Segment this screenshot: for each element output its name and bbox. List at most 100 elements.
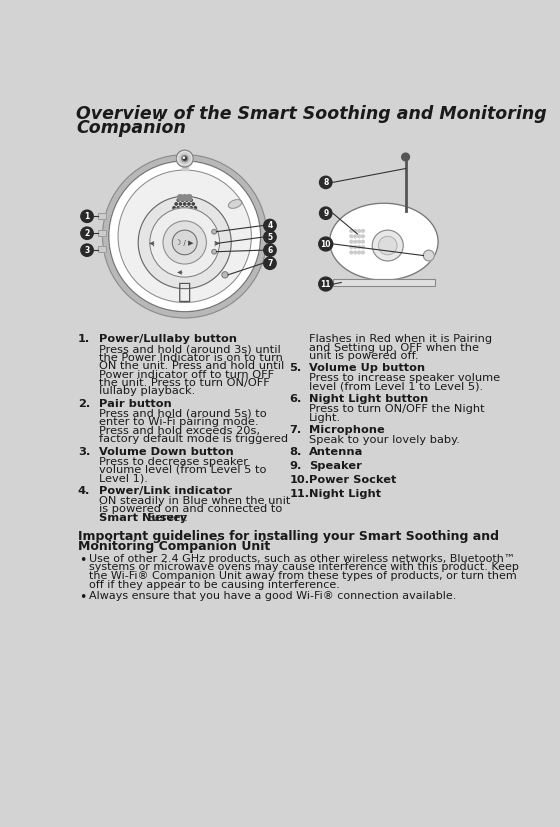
Text: Level 1).: Level 1). [100,474,148,484]
Text: Pair button: Pair button [100,399,172,409]
Circle shape [212,229,217,234]
Circle shape [102,155,267,318]
Circle shape [354,246,357,248]
Text: unit is powered off.: unit is powered off. [309,351,418,361]
Text: 3.: 3. [78,447,90,457]
Circle shape [183,157,186,160]
Circle shape [150,208,220,277]
Circle shape [358,241,361,243]
Circle shape [192,203,194,205]
Text: Power Socket: Power Socket [309,475,396,485]
Circle shape [173,214,175,217]
Text: Power/Lullaby button: Power/Lullaby button [100,334,237,344]
Text: 1.: 1. [78,334,90,344]
Circle shape [177,199,179,201]
Circle shape [109,160,260,312]
Text: Press to increase speaker volume: Press to increase speaker volume [309,373,500,384]
Text: 11: 11 [320,280,331,289]
Text: volume level (from Level 5 to: volume level (from Level 5 to [100,465,267,475]
Text: 8: 8 [323,179,328,187]
Circle shape [354,251,357,254]
Text: Antenna: Antenna [309,447,363,457]
Circle shape [179,153,190,164]
Circle shape [362,241,365,243]
Circle shape [186,214,188,217]
Circle shape [358,235,361,237]
Circle shape [181,214,184,217]
Text: 9.: 9. [290,461,302,471]
Ellipse shape [330,203,438,280]
Text: ON steadily in Blue when the unit: ON steadily in Blue when the unit [100,496,291,506]
Bar [98,230,106,237]
Text: Press and hold (around 3s) until: Press and hold (around 3s) until [100,344,281,354]
Circle shape [175,211,178,213]
Circle shape [179,203,181,205]
Circle shape [81,244,94,256]
Circle shape [358,230,361,232]
Circle shape [186,199,188,201]
Circle shape [181,155,188,161]
Bar [181,166,188,170]
Circle shape [350,235,353,237]
Text: 10: 10 [320,240,331,249]
Circle shape [194,207,197,209]
Text: •: • [80,553,87,566]
Text: Smart Nusery: Smart Nusery [100,513,188,523]
Circle shape [264,219,276,232]
Circle shape [181,207,184,209]
Circle shape [172,230,197,255]
Text: 2: 2 [85,229,90,238]
Circle shape [212,250,217,254]
Circle shape [173,207,175,209]
Text: ◀-: ◀- [178,270,184,275]
Text: the Power Indicator is on to turn: the Power Indicator is on to turn [100,352,283,362]
Text: Volume Down button: Volume Down button [100,447,234,457]
Text: the unit. Press to turn ON/OFF: the unit. Press to turn ON/OFF [100,378,270,388]
Circle shape [350,241,353,243]
Text: 7.: 7. [290,425,302,435]
Text: the Wi-Fi® Companion Unit away from these types of products, or turn them: the Wi-Fi® Companion Unit away from thes… [88,571,516,581]
Text: Ⓜ: Ⓜ [178,282,192,302]
Circle shape [81,210,94,222]
Text: factory default mode is triggered: factory default mode is triggered [100,434,288,444]
Circle shape [184,211,186,213]
Text: Microphone: Microphone [309,425,385,435]
Circle shape [264,244,276,256]
Text: lullaby playback.: lullaby playback. [100,386,195,396]
Circle shape [171,211,173,213]
Circle shape [358,246,361,248]
Text: off if they appear to be causing interference.: off if they appear to be causing interfe… [88,580,339,590]
Text: 1: 1 [85,213,90,221]
Text: level (from Level 1 to Level 5).: level (from Level 1 to Level 5). [309,382,483,392]
Circle shape [181,199,184,201]
Text: 4.: 4. [78,485,90,495]
Text: Power indicator off to turn OFF: Power indicator off to turn OFF [100,370,274,380]
Text: 7: 7 [267,259,273,268]
Text: systems or microwave ovens may cause interference with this product. Keep: systems or microwave ovens may cause int… [88,562,519,572]
Text: 11.: 11. [290,489,310,499]
Bar [98,246,106,251]
Circle shape [197,211,199,213]
Text: 9: 9 [323,209,328,218]
Circle shape [362,251,365,254]
Circle shape [188,203,190,205]
Text: 6: 6 [267,246,273,255]
Text: Night Light button: Night Light button [309,394,428,404]
Circle shape [179,211,181,213]
Circle shape [402,153,409,160]
Text: ON the unit. Press and hold until: ON the unit. Press and hold until [100,361,284,371]
Circle shape [379,237,397,255]
Circle shape [175,203,178,205]
Circle shape [222,272,228,278]
Circle shape [320,207,332,219]
Circle shape [350,251,353,254]
Bar [98,230,106,237]
Ellipse shape [228,199,242,208]
Circle shape [186,207,188,209]
Text: Server.: Server. [144,513,188,523]
Text: 2.: 2. [78,399,90,409]
Circle shape [358,251,361,254]
Text: 4: 4 [267,222,273,231]
Circle shape [362,230,365,232]
Circle shape [264,257,276,270]
